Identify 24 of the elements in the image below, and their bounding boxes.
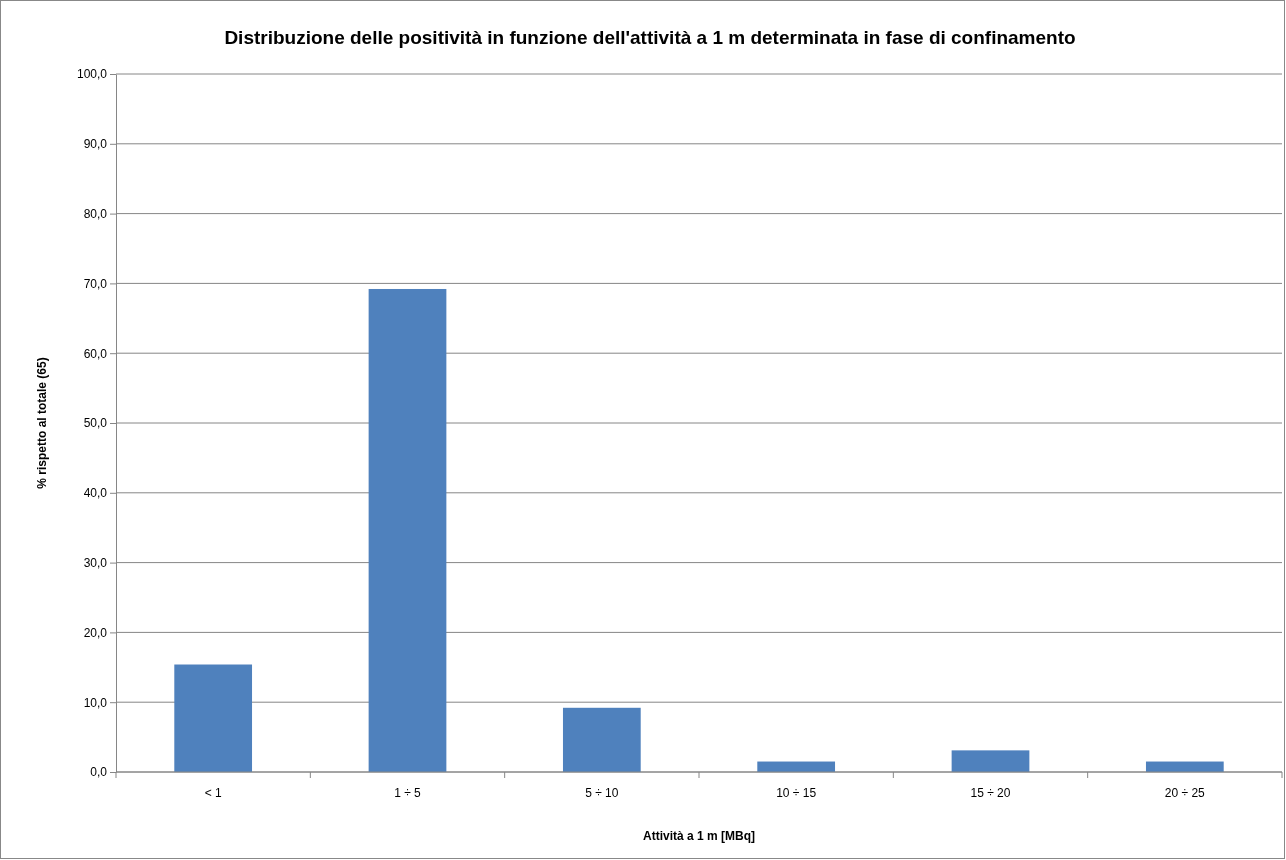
y-tick-label: 40,0	[83, 486, 108, 501]
y-tick-label: 10,0	[83, 695, 108, 710]
y-tick-label: 30,0	[83, 555, 108, 570]
y-tick-label: 50,0	[83, 416, 108, 431]
y-tick-label: 0,0	[90, 765, 108, 780]
x-tick-label: 20 ÷ 25	[1164, 786, 1206, 800]
y-tick-label: 60,0	[83, 346, 108, 361]
y-tick-label: 70,0	[83, 276, 108, 291]
y-tick-label: 100,0	[76, 67, 108, 82]
bar	[951, 750, 1030, 772]
x-axis-title: Attività a 1 m [MBq]	[642, 829, 756, 843]
x-tick-label: 15 ÷ 20	[970, 786, 1011, 800]
x-tick-label: 10 ÷ 15	[776, 786, 817, 800]
y-tick-label: 90,0	[83, 137, 108, 152]
bar	[562, 707, 641, 772]
bar	[368, 288, 447, 772]
chart-title: Distribuzione delle positività in funzione dell'attività a 1 m determinata in fase di confinamento	[224, 27, 1076, 48]
x-tick-label: 5 ÷ 10	[585, 786, 619, 800]
y-tick-label: 80,0	[83, 206, 108, 221]
y-axis-title: % rispetto al totale (65)	[35, 357, 49, 489]
y-tick-label: 20,0	[83, 625, 108, 640]
x-tick-label: 1 ÷ 5	[394, 786, 422, 800]
bar	[174, 664, 253, 772]
x-tick-label: < 1	[204, 786, 222, 800]
